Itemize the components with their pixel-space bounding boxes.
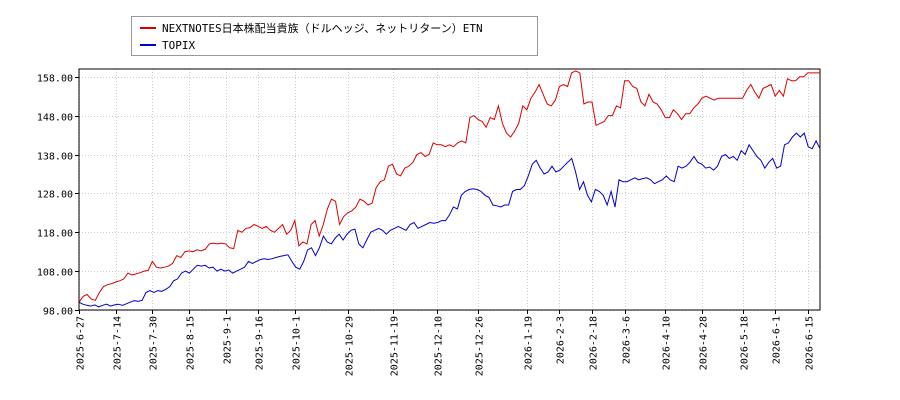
legend-label-series-1: NEXTNOTES日本株配当貴族（ドルヘッジ、ネットリターン）ETN: [162, 22, 483, 35]
x-tick-label: 2025-9-1: [223, 316, 234, 364]
legend-swatch-series-1: [140, 27, 156, 29]
grid-lines: [79, 69, 820, 311]
x-tick-label: 2025-7-30: [149, 316, 160, 370]
x-tick-label: 2026-4-28: [699, 316, 710, 370]
series-line-2: [78, 132, 821, 308]
x-axis-ticks: 2025-6-27 2025-7-14 2025-7-30 2025-8-15 2025…: [76, 310, 816, 376]
x-tick-label: 2025-6-27: [76, 316, 87, 370]
chart-legend: NEXTNOTES日本株配当貴族（ドルヘッジ、ネットリターン）ETN TOPIX: [131, 16, 538, 56]
x-tick-label: 2026-6-15: [805, 316, 816, 370]
x-tick-label: 2026-4-10: [662, 316, 673, 370]
x-tick-label: 2026-1-19: [524, 316, 535, 370]
y-tick-label: 138.00: [37, 152, 73, 163]
legend-swatch-series-2: [140, 44, 156, 46]
y-tick-label: 98.00: [43, 307, 73, 318]
series-lines: [78, 70, 821, 308]
y-tick-label: 158.00: [37, 74, 73, 85]
x-tick-label: 2026-3-6: [622, 316, 633, 364]
x-tick-label: 2025-8-15: [186, 316, 197, 370]
x-tick-label: 2025-12-10: [434, 316, 445, 376]
x-tick-label: 2026-6-1: [772, 316, 783, 364]
series-line-1: [78, 70, 820, 303]
x-tick-label: 2025-12-26: [475, 316, 486, 376]
plot-area-frame: [78, 68, 821, 311]
y-axis-ticks: 98.00 108.00 118.00 128.00 138.00 148.00 158.0…: [37, 74, 79, 318]
legend-entry-series-2: TOPIX: [140, 37, 195, 53]
y-tick-label: 108.00: [37, 268, 73, 279]
y-tick-label: 128.00: [37, 190, 73, 201]
y-tick-label: 148.00: [37, 113, 73, 124]
x-tick-label: 2025-10-1: [292, 316, 303, 370]
x-tick-label: 2025-9-16: [255, 316, 266, 370]
x-tick-label: 2026-5-18: [740, 316, 751, 370]
x-tick-label: 2026-2-3: [556, 316, 567, 364]
legend-entry-series-1: NEXTNOTES日本株配当貴族（ドルヘッジ、ネットリターン）ETN: [140, 20, 483, 36]
x-tick-label: 2025-10-29: [345, 316, 356, 376]
x-tick-label: 2026-2-18: [589, 316, 600, 370]
legend-label-series-2: TOPIX: [162, 38, 196, 52]
x-tick-label: 2025-11-19: [390, 316, 401, 376]
x-tick-label: 2025-7-14: [113, 316, 124, 370]
y-tick-label: 118.00: [37, 229, 73, 240]
